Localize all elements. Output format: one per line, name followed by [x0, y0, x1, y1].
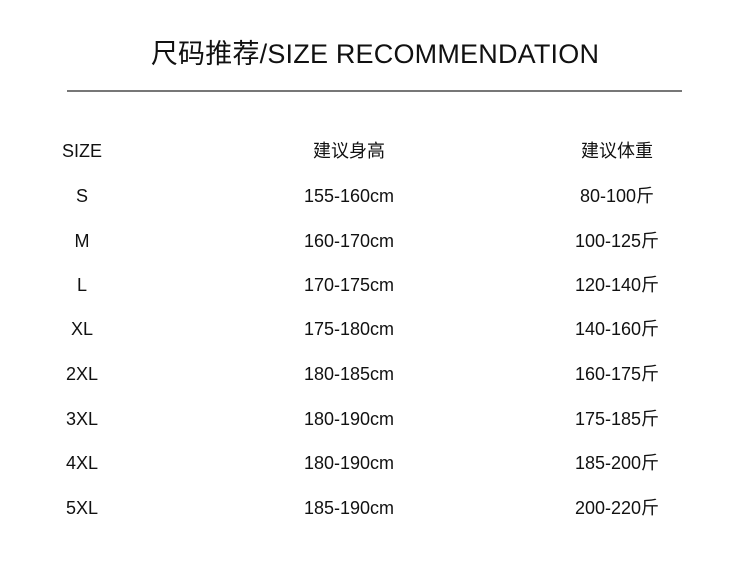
cell-height: 160-170cm — [303, 231, 395, 251]
header-weight: 建议体重 — [581, 141, 653, 161]
cell-height: 170-175cm — [303, 275, 395, 295]
cell-size: L — [76, 275, 88, 295]
table-row: 3XL 180-190cm 175-185斤 — [0, 407, 750, 431]
cell-size: S — [75, 186, 89, 206]
cell-size: 2XL — [65, 364, 99, 384]
header-size: SIZE — [61, 141, 103, 161]
page-title: 尺码推荐/SIZE RECOMMENDATION — [150, 39, 600, 69]
cell-size: 3XL — [65, 409, 99, 429]
cell-size: XL — [70, 319, 94, 339]
table-row: 2XL 180-185cm 160-175斤 — [0, 362, 750, 386]
table-row: 4XL 180-190cm 185-200斤 — [0, 451, 750, 475]
divider — [67, 90, 682, 92]
cell-height: 180-190cm — [303, 409, 395, 429]
cell-weight: 100-125斤 — [574, 231, 660, 251]
cell-height: 155-160cm — [303, 186, 395, 206]
cell-weight: 140-160斤 — [574, 319, 660, 339]
cell-size: M — [74, 231, 90, 251]
table-row: 5XL 185-190cm 200-220斤 — [0, 496, 750, 520]
table-row: S 155-160cm 80-100斤 — [0, 184, 750, 208]
cell-weight: 120-140斤 — [574, 275, 660, 295]
cell-height: 180-190cm — [303, 453, 395, 473]
cell-size: 5XL — [65, 498, 99, 518]
cell-weight: 200-220斤 — [574, 498, 660, 518]
header-height: 建议身高 — [313, 141, 385, 161]
table-row: L 170-175cm 120-140斤 — [0, 273, 750, 297]
cell-weight: 160-175斤 — [574, 364, 660, 384]
table-header: SIZE 建议身高 建议体重 — [0, 139, 750, 163]
cell-weight: 175-185斤 — [574, 409, 660, 429]
cell-height: 175-180cm — [303, 319, 395, 339]
cell-height: 180-185cm — [303, 364, 395, 384]
table-row: XL 175-180cm 140-160斤 — [0, 317, 750, 341]
cell-weight: 80-100斤 — [579, 186, 655, 206]
cell-height: 185-190cm — [303, 498, 395, 518]
cell-weight: 185-200斤 — [574, 453, 660, 473]
table-row: M 160-170cm 100-125斤 — [0, 229, 750, 253]
cell-size: 4XL — [65, 453, 99, 473]
